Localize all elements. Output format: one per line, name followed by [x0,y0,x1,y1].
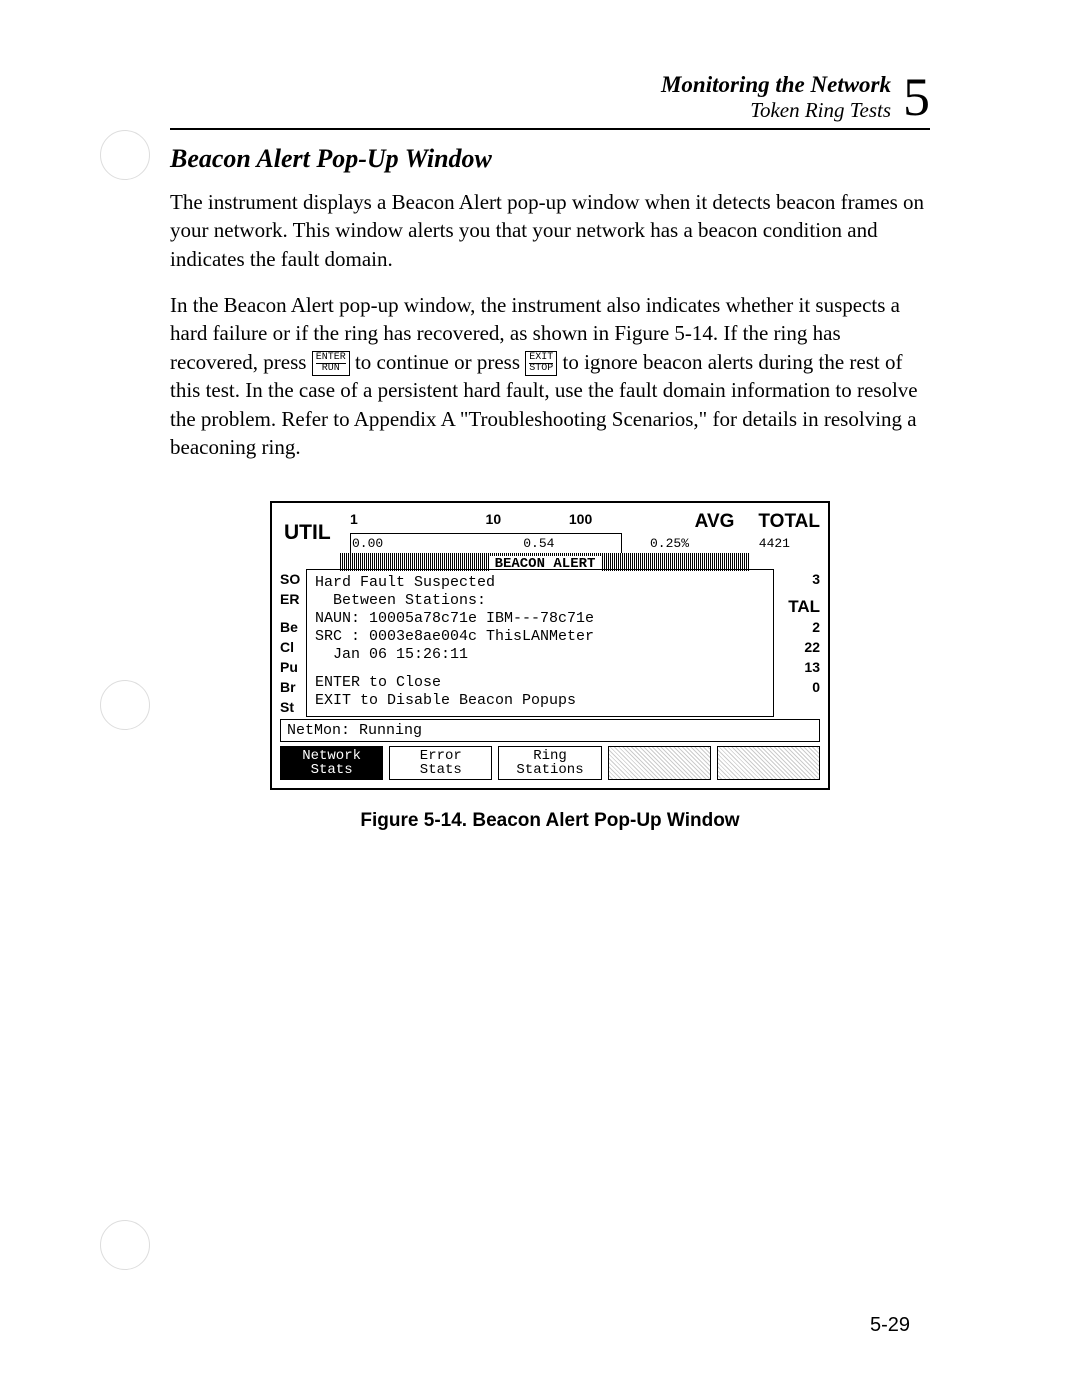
avg-total-labels: AVG TOTAL [695,511,820,533]
status-bar: NetMon: Running [280,719,820,742]
tab-line-1: Network [287,749,376,763]
beacon-popup: Hard Fault Suspected Between Stations: N… [306,569,774,717]
scale-1: 1 [350,511,358,527]
binder-hole-icon [100,1220,150,1270]
side-so: SO [280,569,306,589]
binder-hole-icon [100,680,150,730]
tab-disabled-4 [608,746,711,780]
popup-line-3: NAUN: 10005a78c71e IBM---78c71e [315,610,765,628]
right-side-labels: 3 TAL 2 22 13 0 [774,569,820,717]
util-label: UTIL [284,521,331,545]
enter-run-keycap: ENTER RUN [312,351,350,376]
chapter-title: Monitoring the Network [661,72,891,98]
header-rule [170,128,930,130]
chapter-number: 5 [903,70,930,124]
tab-line-2: Stats [287,763,376,777]
tab-ring-stations[interactable]: Ring Stations [498,746,601,780]
figure-caption: Figure 5-14. Beacon Alert Pop-Up Window [170,810,930,832]
para2-part-b: to continue or press [355,350,525,374]
tab-line-2: Stats [396,763,485,777]
side-pu: Pu [280,657,306,677]
right-22: 22 [778,637,820,657]
paragraph-1: The instrument displays a Beacon Alert p… [170,188,930,273]
keycap-bottom: RUN [316,363,346,374]
total-value: 4421 [759,536,790,551]
page-number: 5-29 [870,1314,910,1337]
figure: UTIL 1 10 100 AVG TOTAL 0.00 0.54 0.25% [170,501,930,832]
chapter-subtitle: Token Ring Tests [661,98,891,123]
right-tal: TAL [778,597,820,617]
right-3: 3 [778,569,820,589]
popup-line-1: Hard Fault Suspected [315,574,765,592]
avg-label: AVG [695,511,735,533]
tab-disabled-5 [717,746,820,780]
bar-val-2: 0.54 [523,536,554,551]
binder-hole-icon [100,130,150,180]
side-br: Br [280,677,306,697]
softkey-tabs: Network Stats Error Stats Ring Stations [280,746,820,780]
scale-100: 100 [569,511,592,527]
keycap-bottom: STOP [529,363,553,374]
popup-line-7: EXIT to Disable Beacon Popups [315,692,765,710]
bar-values: 0.00 0.54 [352,536,554,551]
side-st: St [280,697,306,717]
paragraph-2: In the Beacon Alert pop-up window, the i… [170,291,930,461]
popup-line-2: Between Stations: [315,592,765,610]
tab-line-1: Error [396,749,485,763]
page: Monitoring the Network Token Ring Tests … [0,0,1080,1397]
avg-value: 0.25% [650,536,689,551]
popup-line-6: ENTER to Close [315,674,765,692]
side-er: ER [280,589,306,609]
page-header: Monitoring the Network Token Ring Tests … [170,70,930,124]
side-be: Be [280,617,306,637]
lcd-mid: SO ER Be Cl Pu Br St Hard Fault Suspecte… [280,569,820,717]
tab-error-stats[interactable]: Error Stats [389,746,492,780]
keycap-top: ENTER [316,352,346,363]
right-2: 2 [778,617,820,637]
exit-stop-keycap: EXIT STOP [525,351,557,376]
tab-line-2: Stations [505,763,594,777]
tab-network-stats[interactable]: Network Stats [280,746,383,780]
total-label: TOTAL [758,511,820,533]
bar-val-1: 0.00 [352,536,383,551]
lcd-header: UTIL 1 10 100 AVG TOTAL 0.00 0.54 0.25% [280,511,820,569]
popup-line-4: SRC : 0003e8ae004c ThisLANMeter [315,628,765,646]
right-13: 13 [778,657,820,677]
popup-line-5: Jan 06 15:26:11 [315,646,765,664]
lcd-screen: UTIL 1 10 100 AVG TOTAL 0.00 0.54 0.25% [270,501,830,790]
side-cl: Cl [280,637,306,657]
right-0: 0 [778,677,820,697]
tab-line-1: Ring [505,749,594,763]
section-title: Beacon Alert Pop-Up Window [170,144,930,174]
scale-10: 10 [486,511,502,527]
left-side-labels: SO ER Be Cl Pu Br St [280,569,306,717]
keycap-top: EXIT [529,352,553,363]
